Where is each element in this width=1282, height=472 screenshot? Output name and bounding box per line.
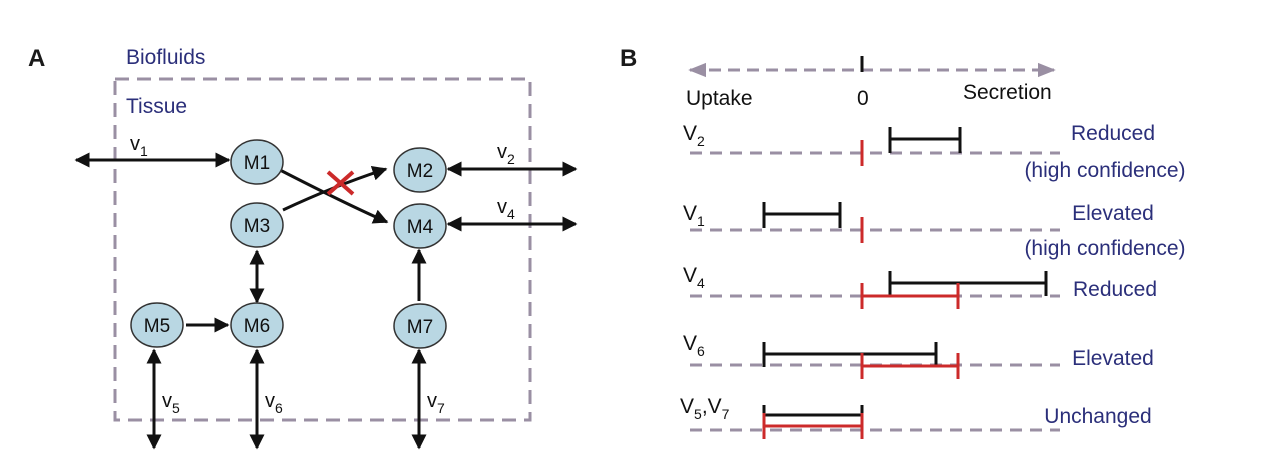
flux-label-v7: v7 [427,390,445,416]
perturbed-range-v6 [762,342,938,367]
svg-text:M2: M2 [407,161,433,182]
svg-text:M6: M6 [244,316,270,337]
panel-a: A Biofluids Tissue M1 M2 [28,45,578,450]
node-m7: M7 [393,303,447,349]
tissue-boundary-box [113,77,532,422]
status-v4: Reduced [1073,278,1157,301]
row-label-v1: V1 [683,202,705,229]
flux-label-v1: v1 [130,133,148,159]
row-label-v2: V2 [683,122,705,149]
edge-m1-m4 [279,168,389,224]
row-v5-v7: V5,V7 Unchanged [680,395,1152,439]
row-v6: V6 Elevated [683,332,1154,379]
row-v1: V1 Elevated (high confidence) [683,202,1186,260]
panel-b: B Uptake 0 Secretion V2 Reduced (high co… [620,45,1186,439]
perturbed-range-v4 [888,271,1048,296]
row-v4: V4 Reduced [683,264,1157,309]
row-label-v6: V6 [683,332,705,359]
status-v1-note: (high confidence) [1024,237,1185,260]
status-v5-v7: Unchanged [1044,405,1151,428]
node-m6: M6 [230,302,284,348]
svg-text:M1: M1 [244,153,270,174]
uptake-label: Uptake [686,87,753,110]
perturbed-range-v2 [888,127,962,153]
normal-range-v6 [860,353,960,379]
flux-label-v5: v5 [162,390,180,416]
normal-range-v4 [860,283,960,309]
svg-text:M4: M4 [407,217,434,238]
svg-text:M3: M3 [244,216,270,237]
secretion-label: Secretion [963,81,1052,104]
svg-text:M7: M7 [407,317,433,338]
biofluids-label: Biofluids [126,46,205,69]
svg-text:M5: M5 [144,316,170,337]
node-m4: M4 [393,203,447,249]
node-m3: M3 [230,202,284,248]
panel-a-letter: A [28,45,45,72]
tissue-label: Tissue [126,95,187,118]
perturbed-range-v1 [762,202,842,228]
node-m2: M2 [393,147,447,193]
status-v1: Elevated [1072,202,1154,225]
normal-range-v5-v7 [762,413,864,439]
panel-b-letter: B [620,45,637,72]
status-v2-note: (high confidence) [1024,159,1185,182]
status-v2: Reduced [1071,122,1155,145]
flux-label-v2: v2 [497,141,515,167]
row-label-v4: V4 [683,264,705,291]
status-v6: Elevated [1072,347,1154,370]
flux-label-v6: v6 [265,390,283,416]
blocked-reaction-icon [326,170,355,196]
node-m1: M1 [230,139,284,185]
row-v2: V2 Reduced (high confidence) [683,122,1186,182]
zero-label: 0 [857,87,869,110]
row-label-v5-v7: V5,V7 [680,395,730,422]
flux-label-v4: v4 [497,196,515,222]
node-m5: M5 [130,302,184,348]
